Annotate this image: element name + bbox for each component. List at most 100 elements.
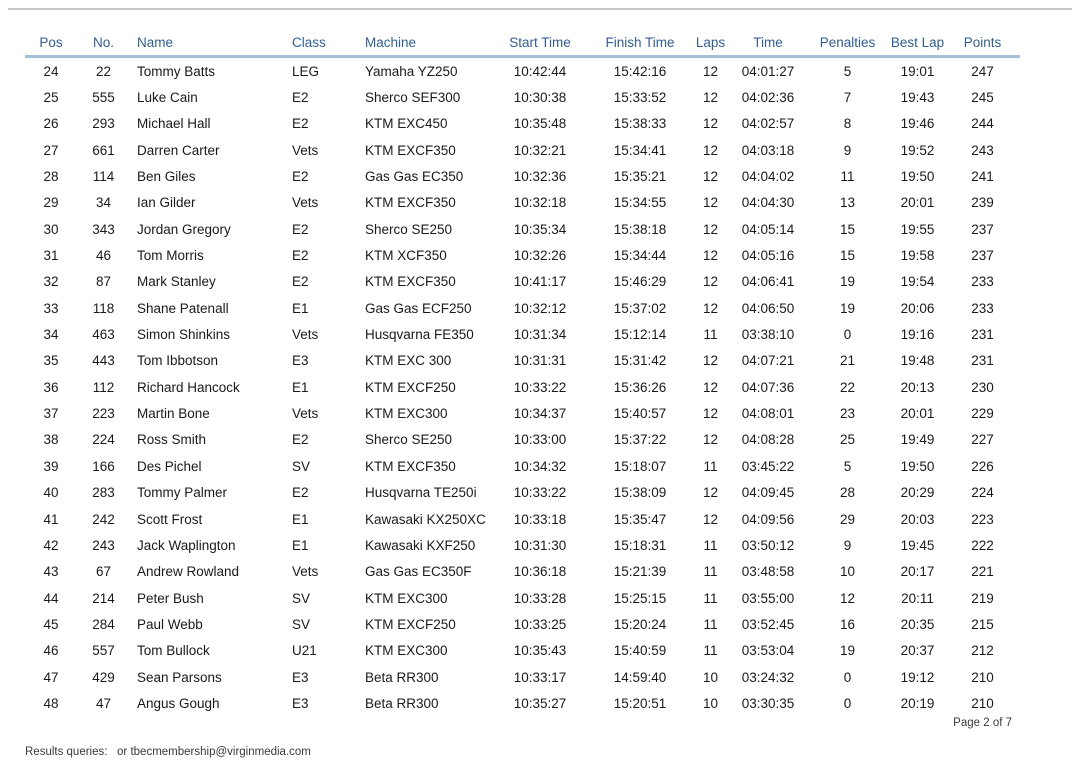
results-queries-text: Results queries: or tbecmembership@virgi… (25, 746, 311, 758)
table-cell: 04:09:56 (741, 511, 795, 527)
table-cell: 555 (92, 90, 115, 106)
table-cell: 47 (43, 669, 59, 685)
table-cell: 03:38:10 (741, 327, 795, 343)
table-cell: SV (292, 590, 311, 606)
table-cell: Sherco SE250 (365, 432, 453, 448)
table-row: 32 87 Mark Stanley E2 KTM EXCF350 10:41:17 15:… (25, 269, 1020, 295)
table-row: 34 463 Simon Shinkins Vets Husqvarna FE350 10… (25, 321, 1020, 347)
table-cell: 10:32:21 (513, 142, 567, 158)
table-cell: KTM EXC 300 (365, 353, 452, 369)
table-cell: 11 (840, 169, 855, 185)
table-cell: E2 (292, 248, 309, 264)
table-cell: 19:43 (900, 90, 935, 106)
table-cell: Vets (292, 327, 319, 343)
table-cell: 20:06 (900, 300, 935, 316)
table-cell: 10:32:36 (513, 169, 567, 185)
table-cell: 14:59:40 (613, 669, 667, 685)
table-cell: 03:30:35 (741, 695, 795, 711)
table-cell: 47 (95, 695, 112, 711)
table-cell: 15 (839, 221, 856, 237)
table-cell: 48 (43, 695, 59, 711)
table-cell: 247 (971, 63, 994, 79)
table-cell: 20:01 (900, 406, 935, 422)
table-cell: 463 (92, 327, 115, 343)
column-header-laps: Laps (690, 33, 731, 58)
table-cell: 12 (702, 248, 719, 264)
table-cell: Gas Gas EC350F (365, 564, 472, 580)
table-cell: Jack Waplington (137, 537, 236, 553)
table-cell: Kawasaki KX250XC (365, 511, 486, 527)
table-cell: 9 (843, 142, 852, 158)
table-cell: 04:05:14 (741, 221, 795, 237)
table-cell: 15:37:22 (613, 432, 667, 448)
table-cell: Tommy Batts (137, 63, 216, 79)
table-cell: KTM EXCF250 (365, 379, 456, 395)
table-cell: 0 (843, 695, 852, 711)
table-row: 36 112 Richard Hancock E1 KTM EXCF250 10:33:2… (25, 374, 1020, 400)
table-cell: 11 (703, 616, 718, 632)
table-cell: 15:20:24 (613, 616, 667, 632)
table-cell: 19:50 (900, 169, 935, 185)
table-cell: 10:33:25 (513, 616, 567, 632)
table-cell: 11 (703, 537, 718, 553)
table-cell: 10:35:48 (513, 116, 567, 132)
table-row: 31 46 Tom Morris E2 KTM XCF350 10:32:26 15:34:… (25, 242, 1020, 268)
table-cell: 0 (843, 327, 852, 343)
table-cell: Martin Bone (137, 406, 210, 422)
table-cell: 03:52:45 (741, 616, 795, 632)
table-cell: U21 (292, 643, 317, 659)
table-row: 39 166 Des Pichel SV KTM EXCF350 10:34:32 15:1… (25, 453, 1020, 479)
table-cell: Richard Hancock (137, 379, 240, 395)
table-cell: SV (292, 616, 311, 632)
table-cell: 42 (43, 537, 59, 553)
table-cell: 44 (43, 590, 59, 606)
table-cell: 19:55 (900, 221, 935, 237)
table-cell: 11 (703, 643, 718, 659)
table-cell: 8 (843, 116, 852, 132)
table-cell: 284 (92, 616, 115, 632)
table-cell: 10:31:30 (513, 537, 567, 553)
table-cell: Michael Hall (137, 116, 211, 132)
table-row: 45 284 Paul Webb SV KTM EXCF250 10:33:25 15:20… (25, 611, 1020, 637)
table-cell: 212 (971, 643, 994, 659)
table-cell: 10:41:17 (513, 274, 567, 290)
table-cell: 23 (839, 406, 856, 422)
table-cell: 237 (971, 248, 994, 264)
table-cell: 245 (971, 90, 994, 106)
table-cell: 19:46 (900, 116, 935, 132)
table-cell: 15:34:44 (613, 248, 667, 264)
table-cell: Yamaha YZ250 (365, 63, 458, 79)
table-cell: 04:02:36 (741, 90, 795, 106)
table-cell: 13 (839, 195, 856, 211)
table-cell: 10:31:31 (513, 353, 567, 369)
table-cell: Darren Carter (137, 142, 220, 158)
table-row: 27 661 Darren Carter Vets KTM EXCF350 10:32:2… (25, 137, 1020, 163)
table-cell: 10:31:34 (513, 327, 567, 343)
table-cell: E3 (292, 353, 309, 369)
table-cell: KTM XCF350 (365, 248, 447, 264)
table-row: 41 242 Scott Frost E1 Kawasaki KX250XC 10:33:… (25, 506, 1020, 532)
table-cell: 15:37:02 (613, 300, 667, 316)
table-cell: 20:17 (900, 564, 935, 580)
table-cell: 20:11 (901, 590, 934, 606)
table-cell: 04:04:02 (741, 169, 795, 185)
table-cell: 20:19 (900, 695, 935, 711)
table-cell: 10:35:27 (513, 695, 567, 711)
table-cell: LEG (292, 63, 320, 79)
page-number: Page 2 of 7 (953, 717, 1012, 729)
table-cell: 11 (703, 327, 718, 343)
results-table: Pos No. Name Class Machine Start Time Fi… (25, 33, 1020, 717)
table-cell: 227 (971, 432, 994, 448)
table-cell: 15:18:07 (613, 458, 667, 474)
table-cell: 35 (43, 353, 59, 369)
table-cell: E3 (292, 695, 309, 711)
table-cell: 19 (839, 274, 856, 290)
table-cell: 46 (95, 248, 112, 264)
table-cell: 04:02:57 (741, 116, 795, 132)
table-row: 26 293 Michael Hall E2 KTM EXC450 10:35:48 15:… (25, 111, 1020, 137)
table-cell: 45 (43, 616, 59, 632)
table-cell: Kawasaki KXF250 (365, 537, 476, 553)
table-cell: 19:45 (900, 537, 935, 553)
table-cell: Ian Gilder (137, 195, 196, 211)
